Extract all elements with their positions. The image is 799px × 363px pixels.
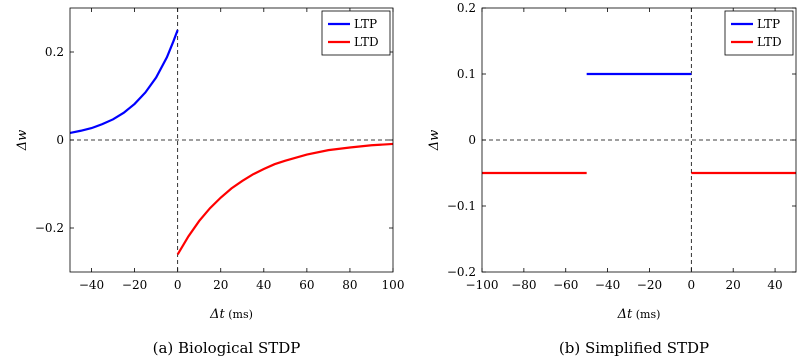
legend-biological: LTP LTD — [321, 10, 391, 56]
series-group — [70, 29, 393, 255]
x-tick-label: 20 — [726, 278, 741, 292]
series-group — [482, 72, 796, 175]
legend-label-ltd: LTD — [757, 35, 782, 49]
y-tick-label: 0.2 — [45, 45, 64, 59]
x-axis-label-biological: Δt (ms) — [209, 307, 253, 322]
series-line-ltd — [176, 142, 393, 255]
y-tick-label: 0.2 — [457, 1, 476, 15]
x-tick-label: −20 — [122, 278, 147, 292]
x-tick-label: 80 — [342, 278, 357, 292]
x-tick-label: −60 — [553, 278, 578, 292]
panel-simplified-stdp: −100 −80 −60 −40 −20 0 20 40 −0.2 −0.1 0 0.1 0.2 LTP… — [427, 1, 797, 357]
x-tick-label: 0 — [688, 278, 696, 292]
x-axis-variable: Δt — [209, 307, 225, 322]
y-axis-label-biological: Δw — [15, 130, 30, 152]
x-axis-unit: (ms) — [632, 308, 660, 321]
tick-labels-simplified: −100 −80 −60 −40 −20 0 20 40 −0.2 −0.1 0 0.1 0.2 — [447, 1, 796, 292]
legend-label-ltp: LTP — [354, 17, 377, 31]
y-tick-label: −0.2 — [447, 265, 476, 279]
x-tick-label: −40 — [595, 278, 620, 292]
y-tick-label: 0.1 — [457, 67, 476, 81]
panel-biological-stdp: −40 −20 0 20 40 60 80 100 −0.2 0 0.2 LTP LTD Δt (ms… — [15, 7, 405, 357]
y-tick-label: 0 — [468, 133, 476, 147]
x-axis-label-simplified: Δt (ms) — [617, 307, 661, 322]
caption-simplified: (b) Simplified STDP — [559, 339, 709, 357]
tick-labels-biological: −40 −20 0 20 40 60 80 100 −0.2 0 0.2 — [35, 8, 405, 292]
y-tick-label: 0 — [56, 133, 64, 147]
caption-biological: (a) Biological STDP — [153, 339, 301, 357]
x-axis-variable: Δt — [617, 307, 633, 322]
legend-box — [321, 10, 391, 56]
x-tick-label: 0 — [174, 278, 182, 292]
x-tick-label: −100 — [466, 278, 499, 292]
x-tick-label: −40 — [79, 278, 104, 292]
y-axis-label-simplified: Δw — [427, 130, 442, 152]
x-axis-unit: (ms) — [225, 308, 253, 321]
y-tick-label: −0.2 — [35, 221, 64, 235]
legend-box — [724, 10, 794, 56]
legend-label-ltp: LTP — [757, 17, 780, 31]
x-tick-label: 20 — [213, 278, 228, 292]
y-tick-label: −0.1 — [447, 199, 476, 213]
x-tick-label: 60 — [299, 278, 314, 292]
x-tick-label: −80 — [511, 278, 536, 292]
series-line-ltp — [70, 29, 179, 135]
legend-label-ltd: LTD — [354, 35, 379, 49]
x-tick-label: −20 — [637, 278, 662, 292]
x-tick-label: 40 — [767, 278, 782, 292]
x-tick-label: 40 — [256, 278, 271, 292]
x-tick-label: 100 — [382, 278, 405, 292]
legend-simplified: LTP LTD — [724, 10, 794, 56]
